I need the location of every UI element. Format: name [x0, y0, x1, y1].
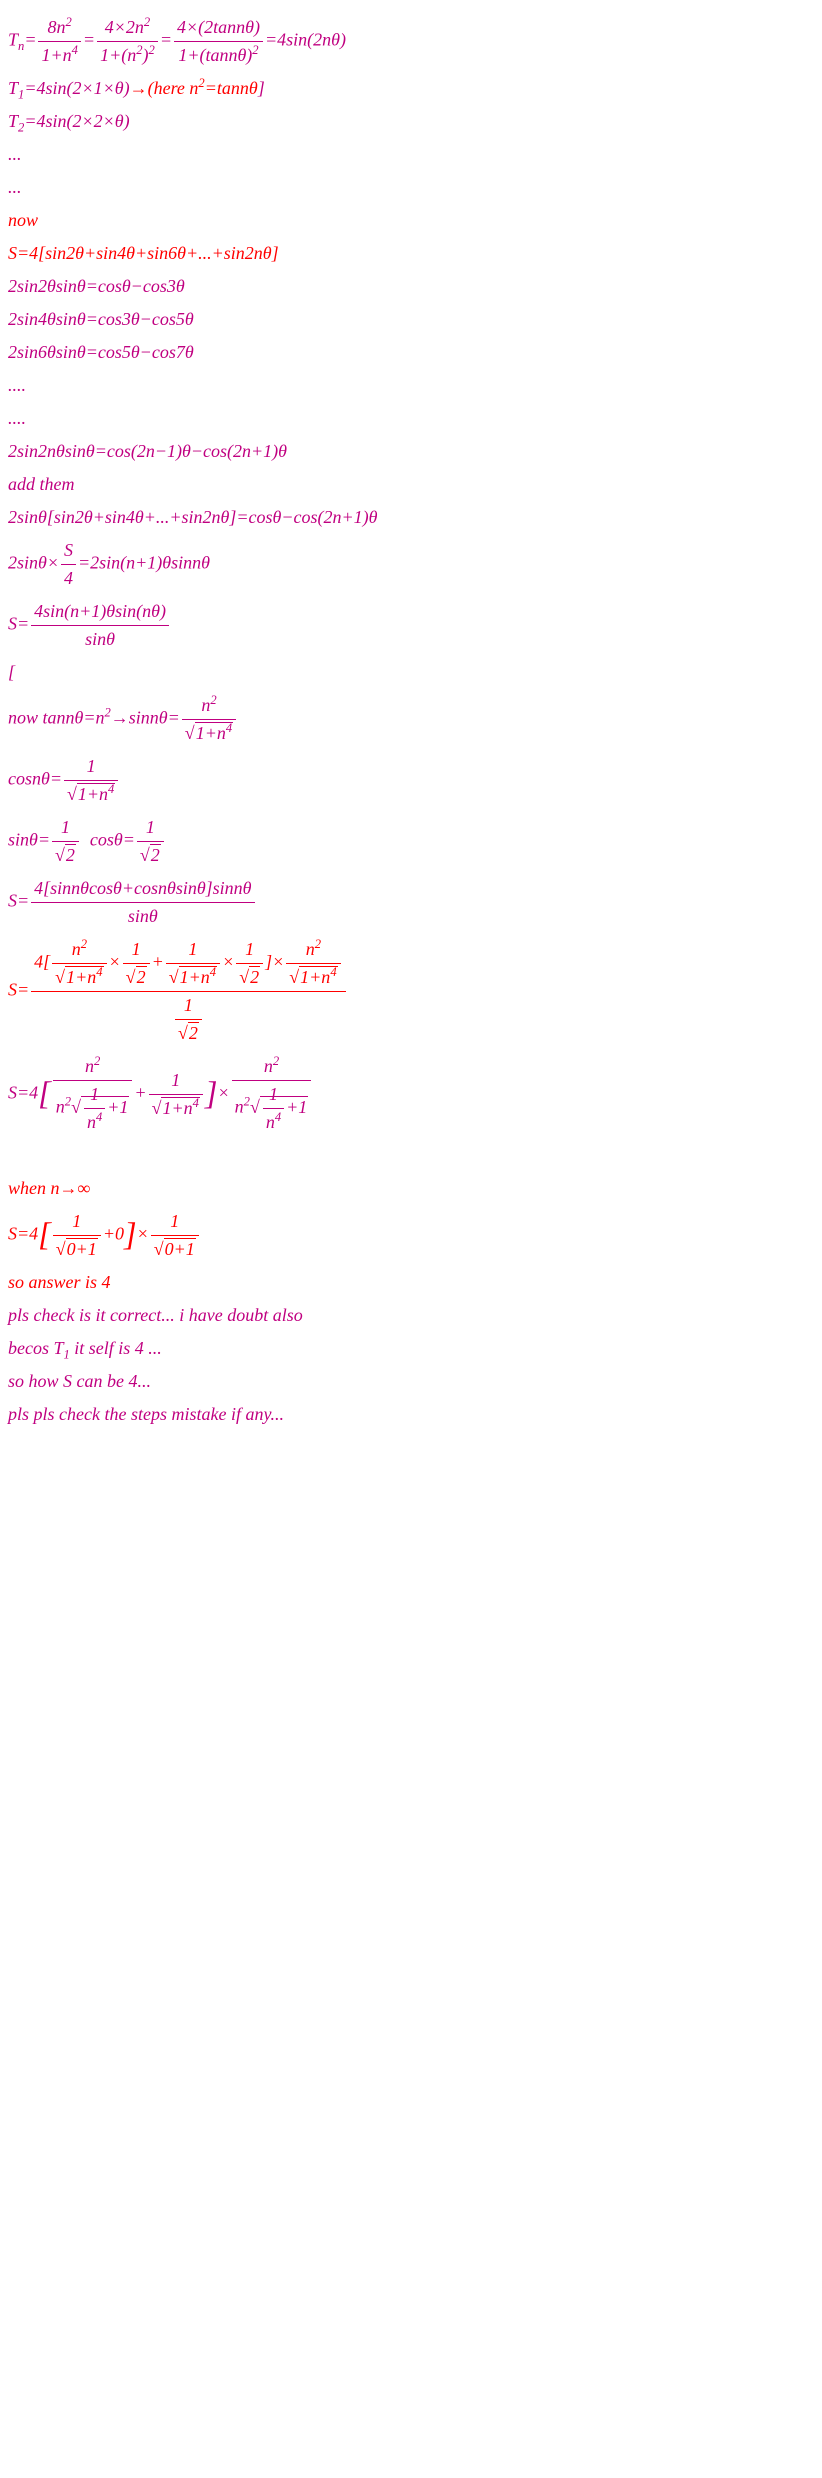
line-21: S=4[sinnθcosθ+cosnθsinθ]sinnθsinθ	[8, 875, 814, 930]
line-23: S=4[n2n21n4+1+11+n4]×n2n21n4+1	[8, 1053, 814, 1136]
line-12: 2sin2nθsinθ=cos(2n−1)θ−cos(2n+1)θ	[8, 438, 814, 465]
line-3: ...	[8, 141, 814, 168]
line-19: cosnθ=11+n4	[8, 753, 814, 808]
line-8: 2sin4θsinθ=cos3θ−cos5θ	[8, 306, 814, 333]
line-29: becos T1 it self is 4 ...	[8, 1335, 814, 1362]
line-9: 2sin6θsinθ=cos5θ−cos7θ	[8, 339, 814, 366]
line-27: so answer is 4	[8, 1269, 814, 1296]
math-derivation: Tn=8n21+n4=4×2n21+(n2)2=4×(2tannθ)1+(tan…	[8, 14, 814, 1428]
line-4: ...	[8, 174, 814, 201]
line-31: pls pls check the steps mistake if any..…	[8, 1401, 814, 1428]
line-1: T1=4sin(2×1×θ)→(here n2=tannθ]	[8, 75, 814, 102]
line-26: S=4[10+1+0]×10+1	[8, 1208, 814, 1263]
line-16: S=4sin(n+1)θsin(nθ)sinθ	[8, 598, 814, 653]
line-14: 2sinθ[sin2θ+sin4θ+...+sin2nθ]=cosθ−cos(2…	[8, 504, 814, 531]
line-10: ....	[8, 372, 814, 399]
line-18: now tannθ=n2→sinnθ=n21+n4	[8, 692, 814, 747]
line-30: so how S can be 4...	[8, 1368, 814, 1395]
line-6: S=4[sin2θ+sin4θ+sin6θ+...+sin2nθ]	[8, 240, 814, 267]
line-0: Tn=8n21+n4=4×2n21+(n2)2=4×(2tannθ)1+(tan…	[8, 14, 814, 69]
line-28: pls check is it correct... i have doubt …	[8, 1302, 814, 1329]
line-2: T2=4sin(2×2×θ)	[8, 108, 814, 135]
line-13: add them	[8, 471, 814, 498]
line-24	[8, 1142, 814, 1169]
line-11: ....	[8, 405, 814, 432]
line-15: 2sinθ×S4=2sin(n+1)θsinnθ	[8, 537, 814, 592]
line-25: when n→∞	[8, 1175, 814, 1202]
line-5: now	[8, 207, 814, 234]
line-22: S=4[n21+n4×12+11+n4×12]×n21+n412	[8, 936, 814, 1047]
line-7: 2sin2θsinθ=cosθ−cos3θ	[8, 273, 814, 300]
line-17: [	[8, 659, 814, 686]
line-20: sinθ=12 cosθ=12	[8, 814, 814, 869]
